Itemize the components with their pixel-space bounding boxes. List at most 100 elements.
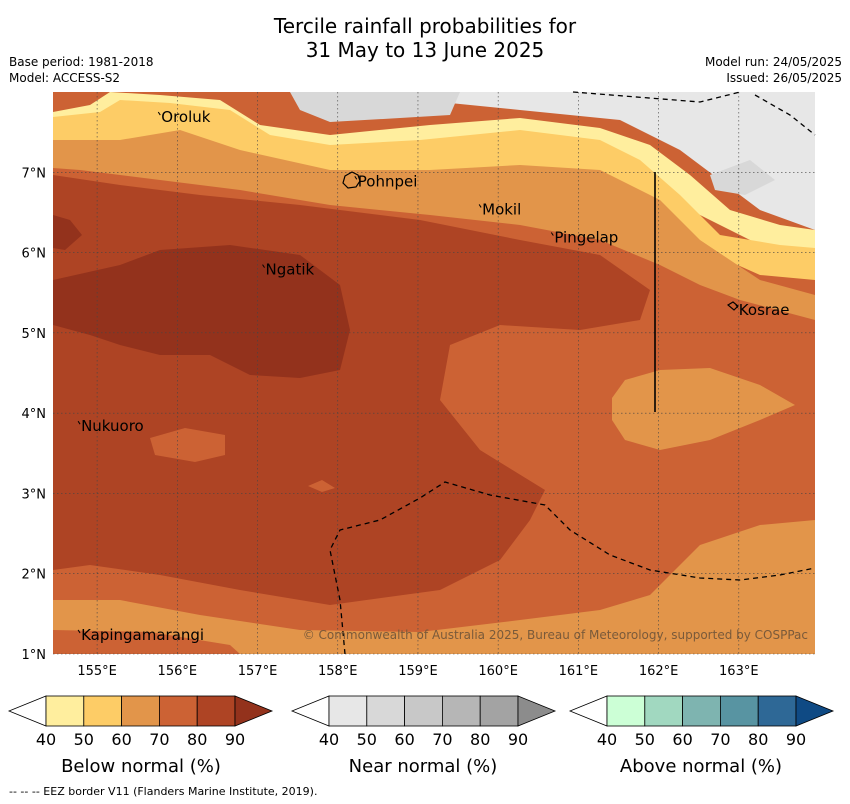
eez-border-north [572, 91, 741, 103]
colorbar-tick-label: 70 [432, 730, 452, 749]
patch-60-east [612, 368, 795, 450]
colorbar-swatch [83, 695, 123, 727]
place-marker [735, 304, 739, 309]
patch-70-small [308, 480, 335, 492]
place-label-kosrae: Kosrae [739, 301, 790, 319]
colorbar-tick-label: 60 [111, 730, 131, 749]
colorbar-swatch [404, 695, 443, 727]
colorbar-tick-label: 50 [635, 730, 655, 749]
base-period-label: Base period: 1981-2018 [9, 55, 154, 69]
colorbar-extend-high [795, 695, 835, 727]
place-label-ngatik: Ngatik [266, 261, 315, 279]
colorbar-swatch [682, 695, 721, 727]
lat-tick-label: 4°N [22, 407, 47, 422]
below-normal-core-90-west [53, 215, 82, 250]
lat-tick-label: 3°N [22, 487, 47, 502]
place-marker [478, 204, 482, 208]
place-label-pingelap: Pingelap [554, 229, 618, 247]
place-label-oroluk: Oroluk [161, 108, 210, 126]
lon-tick-label: 156°E [158, 664, 198, 679]
colorbar-extend-low [7, 695, 47, 727]
model-run-label: Model run: 24/05/2025 [704, 55, 842, 69]
colorbar-tick-label: 90 [225, 730, 245, 749]
colorbar-extend-high [517, 695, 557, 727]
colorbar-tick-label: 80 [187, 730, 207, 749]
issued-label: Issued: 26/05/2025 [726, 71, 842, 85]
colorbar-tick-label: 50 [74, 730, 94, 749]
map-title-line1: Tercile rainfall probabilities for [273, 14, 577, 38]
colorbar-legends: 40 50 60 70 80 90 40 50 60 70 80 90 40 50 60 70 80 90 [7, 695, 835, 749]
lon-tick-label: 160°E [478, 664, 518, 679]
place-label-kapingamarangi: Kapingamarangi [81, 626, 204, 644]
rainfall-probability-map: Oroluk Pohnpei Mokil Pingelap Ngatik Kosrae Nu… [22, 91, 816, 679]
lon-tick-label: 163°E [719, 664, 759, 679]
colorbar-swatch [441, 695, 481, 727]
copyright-text: © Commonwealth of Australia 2025, Bureau… [303, 628, 808, 642]
model-label: Model: ACCESS-S2 [9, 71, 121, 85]
colorbar-swatch [158, 695, 198, 727]
eez-border-northeast [754, 94, 816, 136]
place-label-mokil: Mokil [482, 200, 521, 218]
lat-tick-label: 6°N [22, 247, 47, 262]
colorbar-tick-label: 70 [149, 730, 169, 749]
colorbar-tick-label: 50 [357, 730, 377, 749]
colorbar-tick-label: 90 [508, 730, 528, 749]
lon-tick-label: 159°E [398, 664, 438, 679]
colorbar-swatch [121, 695, 160, 727]
near-normal-region [53, 92, 815, 230]
colorbar-tick-label: 40 [319, 730, 339, 749]
colorbar-tick-label: 80 [748, 730, 768, 749]
place-marker [77, 420, 81, 425]
lon-tick-label: 155°E [77, 664, 117, 679]
lat-tick-label: 7°N [22, 166, 47, 181]
place-marker [550, 232, 554, 236]
colorbar-extend-high [234, 695, 274, 727]
colorbar-tick-label: 80 [470, 730, 490, 749]
colorbar-swatch [644, 695, 683, 727]
colorbar-swatch [757, 695, 797, 727]
eez-footnote: -- -- -- EEZ border V11 (Flanders Marine… [9, 785, 318, 798]
colorbar-tick-label: 60 [394, 730, 414, 749]
place-label-pohnpei: Pohnpei [358, 172, 418, 190]
lon-tick-label: 158°E [318, 664, 358, 679]
colorbar-0: 40 50 60 70 80 90 [7, 695, 274, 749]
place-labels: Oroluk Pohnpei Mokil Pingelap Ngatik Kosrae Nu… [77, 108, 790, 644]
lon-tick-label: 162°E [639, 664, 679, 679]
colorbar-tick-label: 40 [597, 730, 617, 749]
map-fill-layers [53, 92, 815, 654]
below-normal-band-70-south [53, 520, 815, 654]
patch-70-south [53, 630, 240, 654]
place-marker [157, 111, 161, 116]
below-normal-core-90 [53, 245, 350, 378]
lon-tick-label: 161°E [559, 664, 599, 679]
map-title-line2: 31 May to 13 June 2025 [305, 38, 545, 62]
colorbar-tick-label: 40 [36, 730, 56, 749]
colorbar-1: 40 50 60 70 80 90 [290, 695, 557, 749]
colorbar-swatch [366, 695, 405, 727]
pohnpei-island-outline [342, 171, 361, 189]
axis-labels: 155°E 156°E 157°E 158°E 159°E 160°E 161°E 162°E… [22, 166, 759, 679]
colorbar-extend-low [290, 695, 330, 727]
below-normal-label: Below normal (%) [61, 756, 221, 777]
colorbar-tick-label: 60 [672, 730, 692, 749]
place-label-nukuoro: Nukuoro [81, 417, 144, 435]
near-normal-region-60-east [710, 160, 775, 195]
colorbar-swatch [606, 695, 646, 727]
below-normal-band-60 [53, 100, 815, 280]
colorbar-2: 40 50 60 70 80 90 [568, 695, 835, 749]
below-normal-band-70 [53, 130, 815, 320]
above-normal-label: Above normal (%) [619, 756, 783, 777]
lon-tick-label: 157°E [238, 664, 278, 679]
colorbar-tick-label: 90 [786, 730, 806, 749]
eez-borders [329, 91, 816, 655]
colorbar-tick-label: 70 [710, 730, 730, 749]
colorbar-swatch [720, 695, 759, 727]
lat-tick-label: 5°N [22, 327, 47, 342]
kosrae-island-outline [726, 301, 739, 311]
place-marker [77, 629, 81, 634]
map-gridlines [53, 92, 815, 655]
near-normal-label: Near normal (%) [348, 756, 498, 777]
colorbar-swatch [45, 695, 85, 727]
lat-tick-label: 1°N [22, 648, 47, 663]
place-marker [262, 264, 265, 268]
